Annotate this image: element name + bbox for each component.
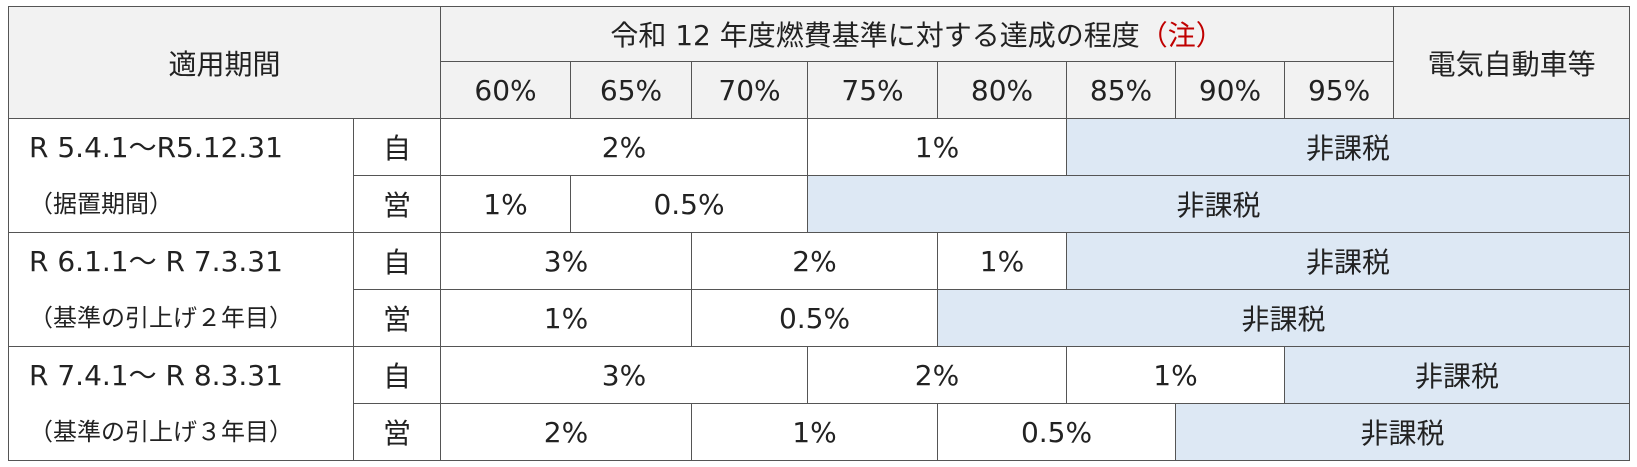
level: 70% [691, 61, 809, 119]
kind: 自 [352, 232, 442, 290]
level: 85% [1066, 61, 1177, 119]
tax-table: 適用期間 令和 12 年度燃費基準に対する達成の程度（注） 電気自動車等 60%… [7, 6, 1631, 461]
level: 60% [440, 61, 572, 119]
rate: 0.5% [691, 289, 939, 347]
kind: 自 [352, 346, 442, 404]
period-label: R 6.1.1～ R 7.3.31 [29, 244, 283, 278]
kind: 自 [352, 118, 442, 176]
level: 65% [570, 61, 693, 119]
rate: 非課税 [1066, 118, 1631, 176]
period-sub: （基準の引上げ２年目） [29, 303, 293, 332]
rate: 0.5% [570, 175, 809, 233]
rate: 1% [937, 232, 1068, 290]
rate: 2% [807, 346, 1068, 404]
level: 75% [807, 61, 939, 119]
title: 令和 12 年度燃費基準に対する達成の程度 [610, 19, 1140, 52]
period-label: R 7.4.1～ R 8.3.31 [29, 358, 283, 392]
period: R 7.4.1～ R 8.3.31 （基準の引上げ３年目） [8, 346, 354, 461]
rate: 2% [440, 403, 693, 461]
rate: 2% [691, 232, 939, 290]
period-sub: （基準の引上げ３年目） [29, 417, 293, 446]
rate: 2% [440, 118, 809, 176]
level: 90% [1175, 61, 1286, 119]
rate: 非課税 [1066, 232, 1631, 290]
rate: 1% [807, 118, 1068, 176]
kind: 営 [352, 175, 442, 233]
note: （注） [1139, 19, 1224, 52]
period: R 5.4.1～R5.12.31 （据置期間） [8, 118, 354, 233]
period-sub: （据置期間） [29, 189, 173, 218]
level: 80% [937, 61, 1068, 119]
header-ev: 電気自動車等 [1393, 6, 1631, 119]
header-period: 適用期間 [7, 6, 442, 119]
rate: 1% [440, 175, 572, 233]
kind: 営 [352, 403, 442, 461]
level: 95% [1284, 61, 1395, 119]
rate: 3% [440, 232, 693, 290]
period-label: R 5.4.1～R5.12.31 [29, 130, 283, 164]
period: R 6.1.1～ R 7.3.31 （基準の引上げ２年目） [8, 232, 354, 347]
rate: 1% [691, 403, 939, 461]
rate: 非課税 [807, 175, 1631, 233]
rate: 1% [1066, 346, 1286, 404]
rate: 非課税 [937, 289, 1631, 347]
header-title: 令和 12 年度燃費基準に対する達成の程度（注） [440, 6, 1395, 62]
rate: 非課税 [1284, 346, 1631, 404]
rate: 0.5% [937, 403, 1177, 461]
kind: 営 [352, 289, 442, 347]
rate: 非課税 [1175, 403, 1631, 461]
rate: 1% [440, 289, 693, 347]
rate: 3% [440, 346, 809, 404]
